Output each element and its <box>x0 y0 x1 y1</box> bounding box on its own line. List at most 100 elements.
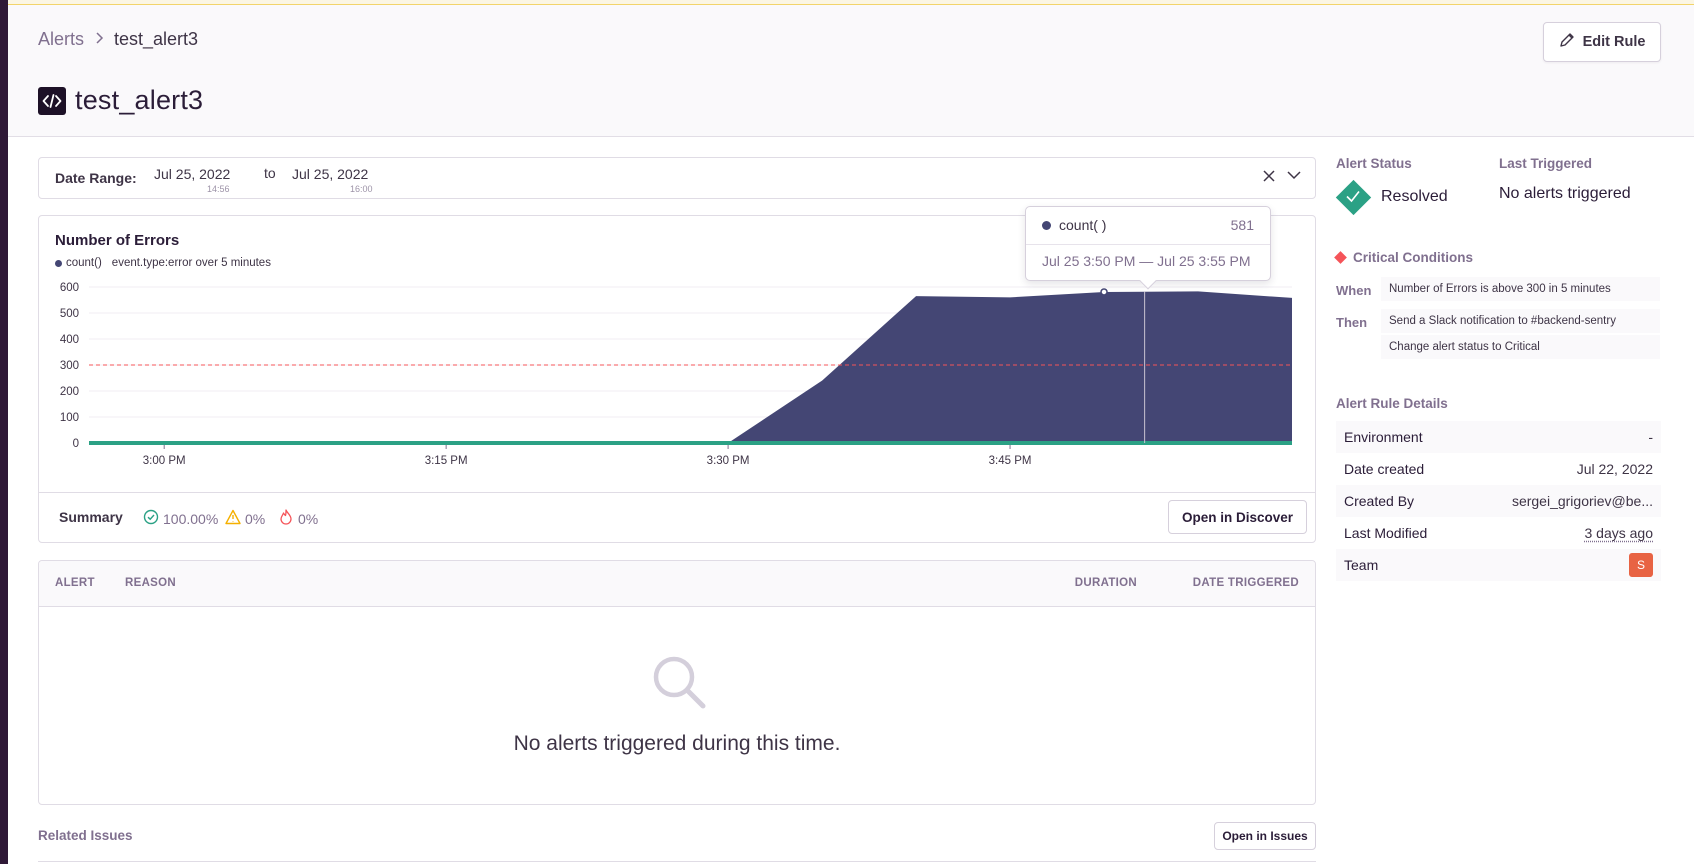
team-avatar[interactable]: S <box>1629 553 1653 577</box>
detail-label: Date created <box>1344 461 1425 477</box>
open-in-issues-button[interactable]: Open in Issues <box>1214 822 1316 850</box>
chart-legend: count() event.type:error over 5 minutes <box>55 257 271 269</box>
errors-chart-card: Number of Errors count() event.type:erro… <box>38 215 1316 543</box>
warning-icon <box>225 509 241 528</box>
y-tick-label: 500 <box>60 308 79 320</box>
edit-rule-button[interactable]: Edit Rule <box>1543 22 1661 62</box>
left-sidebar-rail <box>0 0 8 864</box>
y-tick-label: 0 <box>73 438 79 450</box>
warning-stat: 0% <box>225 509 265 528</box>
open-in-discover-button[interactable]: Open in Discover <box>1168 500 1307 534</box>
summary-label: Summary <box>59 509 123 525</box>
alert-status-heading: Alert Status <box>1336 156 1412 171</box>
chart-title: Number of Errors <box>55 232 180 249</box>
detail-row-team: Team S <box>1336 549 1661 581</box>
table-header: ALERT REASON DURATION DATE TRIGGERED <box>39 561 1315 607</box>
detail-row-created-by: Created By sergei_grigoriev@be... <box>1336 485 1661 517</box>
detail-label: Created By <box>1344 493 1415 509</box>
date-range-selector[interactable]: Date Range: Jul 25, 2022 14:56 to Jul 25… <box>38 157 1316 199</box>
column-duration: DURATION <box>1074 577 1137 589</box>
detail-label: Last Modified <box>1344 525 1428 541</box>
critical-percent: 0% <box>298 510 319 527</box>
column-alert: ALERT <box>55 577 95 589</box>
chart-tooltip: count( ) 581 Jul 25 3:50 PM — Jul 25 3:5… <box>1025 206 1271 290</box>
critical-diamond-icon <box>1334 251 1347 264</box>
resolved-percent: 100.00% <box>163 510 219 527</box>
alert-status-value: Resolved <box>1335 179 1448 216</box>
warning-percent: 0% <box>245 510 266 527</box>
start-time: 14:56 <box>207 184 230 194</box>
check-circle-icon <box>143 509 159 528</box>
then-action: Send a Slack notification to #backend-se… <box>1381 309 1660 333</box>
y-tick-label: 200 <box>60 386 79 398</box>
edit-rule-label: Edit Rule <box>1582 34 1646 50</box>
breadcrumb: Alerts test_alert3 <box>38 29 198 50</box>
clear-icon[interactable] <box>1263 169 1275 187</box>
resolved-status-icon <box>1335 179 1372 216</box>
x-tick-label: 3:30 PM <box>707 455 750 467</box>
x-tick-label: 3:15 PM <box>425 455 468 467</box>
tooltip-divider <box>1026 244 1270 245</box>
end-time: 16:00 <box>350 184 373 194</box>
y-tick-label: 400 <box>60 334 79 346</box>
errors-area-chart[interactable]: 0 100 200 300 400 500 600 3:00 PM 3:15 PM 3:30 PM… <box>39 276 1315 491</box>
x-tick-label: 3:00 PM <box>143 455 186 467</box>
then-label: Then <box>1336 315 1368 330</box>
legend-query: event.type:error over 5 minutes <box>111 257 271 269</box>
alert-status-text: Resolved <box>1381 188 1448 205</box>
detail-row-environment: Environment - <box>1336 421 1661 453</box>
detail-value: - <box>1648 429 1653 445</box>
column-reason: REASON <box>125 577 177 589</box>
start-date[interactable]: Jul 25, 2022 <box>154 166 231 182</box>
tooltip-series-name: count( ) <box>1059 217 1107 233</box>
last-triggered-section: Last Triggered <box>1499 156 1592 171</box>
empty-state-message: No alerts triggered during this time. <box>513 732 841 755</box>
y-tick-label: 600 <box>60 282 79 294</box>
column-date-triggered: DATE TRIGGERED <box>1192 577 1299 589</box>
pencil-icon <box>1559 32 1575 52</box>
y-tick-label: 100 <box>60 412 79 424</box>
detail-label: Team <box>1344 557 1379 573</box>
top-banner-strip <box>8 0 1694 5</box>
critical-conditions-label: Critical Conditions <box>1353 250 1474 265</box>
last-triggered-value: No alerts triggered <box>1499 185 1631 202</box>
code-icon <box>38 86 66 115</box>
tooltip-dot <box>1042 220 1051 230</box>
detail-value[interactable]: 3 days ago <box>1584 525 1654 541</box>
page-title: test_alert3 <box>75 85 204 115</box>
breadcrumb-current: test_alert3 <box>114 29 199 49</box>
search-icon <box>650 653 708 716</box>
detail-label: Environment <box>1344 429 1423 445</box>
date-range-to: to <box>264 165 276 181</box>
date-range-label: Date Range: <box>55 170 137 186</box>
detail-value: Jul 22, 2022 <box>1576 461 1653 477</box>
chevron-right-icon <box>94 31 104 49</box>
page-header: Alerts test_alert3 test_alert3 Edit Rule <box>8 5 1694 137</box>
x-tick-label: 3:45 PM <box>989 455 1032 467</box>
breadcrumb-alerts-link[interactable]: Alerts <box>38 29 85 49</box>
then-action: Change alert status to Critical <box>1381 335 1660 359</box>
y-tick-label: 300 <box>60 360 79 372</box>
hover-point <box>1100 288 1108 296</box>
alert-rule-details-heading: Alert Rule Details <box>1336 396 1448 411</box>
errors-area-series <box>89 291 1292 443</box>
legend-dot <box>55 259 62 267</box>
related-issues-divider <box>38 861 1316 862</box>
resolved-stat: 100.00% <box>143 509 218 528</box>
detail-value: sergei_grigoriev@be... <box>1511 493 1653 509</box>
detail-row-date-created: Date created Jul 22, 2022 <box>1336 453 1661 485</box>
tooltip-range: Jul 25 3:50 PM — Jul 25 3:55 PM <box>1042 253 1251 269</box>
tooltip-series-row: count( ) 581 <box>1042 217 1254 233</box>
summary-bar: Summary 100.00% 0% 0% Open in Discover <box>39 492 1315 542</box>
when-condition: Number of Errors is above 300 in 5 minut… <box>1381 277 1660 301</box>
related-issues-heading: Related Issues <box>38 828 133 843</box>
detail-row-last-modified: Last Modified 3 days ago <box>1336 517 1661 549</box>
fire-icon <box>278 509 294 528</box>
alerts-table: ALERT REASON DURATION DATE TRIGGERED No … <box>38 560 1316 805</box>
last-triggered-heading: Last Triggered <box>1499 156 1593 171</box>
critical-stat: 0% <box>278 509 318 528</box>
chevron-down-icon[interactable] <box>1287 168 1301 187</box>
tooltip-value: 581 <box>1230 217 1254 233</box>
end-date[interactable]: Jul 25, 2022 <box>292 166 369 182</box>
legend-series: count() <box>66 257 102 269</box>
